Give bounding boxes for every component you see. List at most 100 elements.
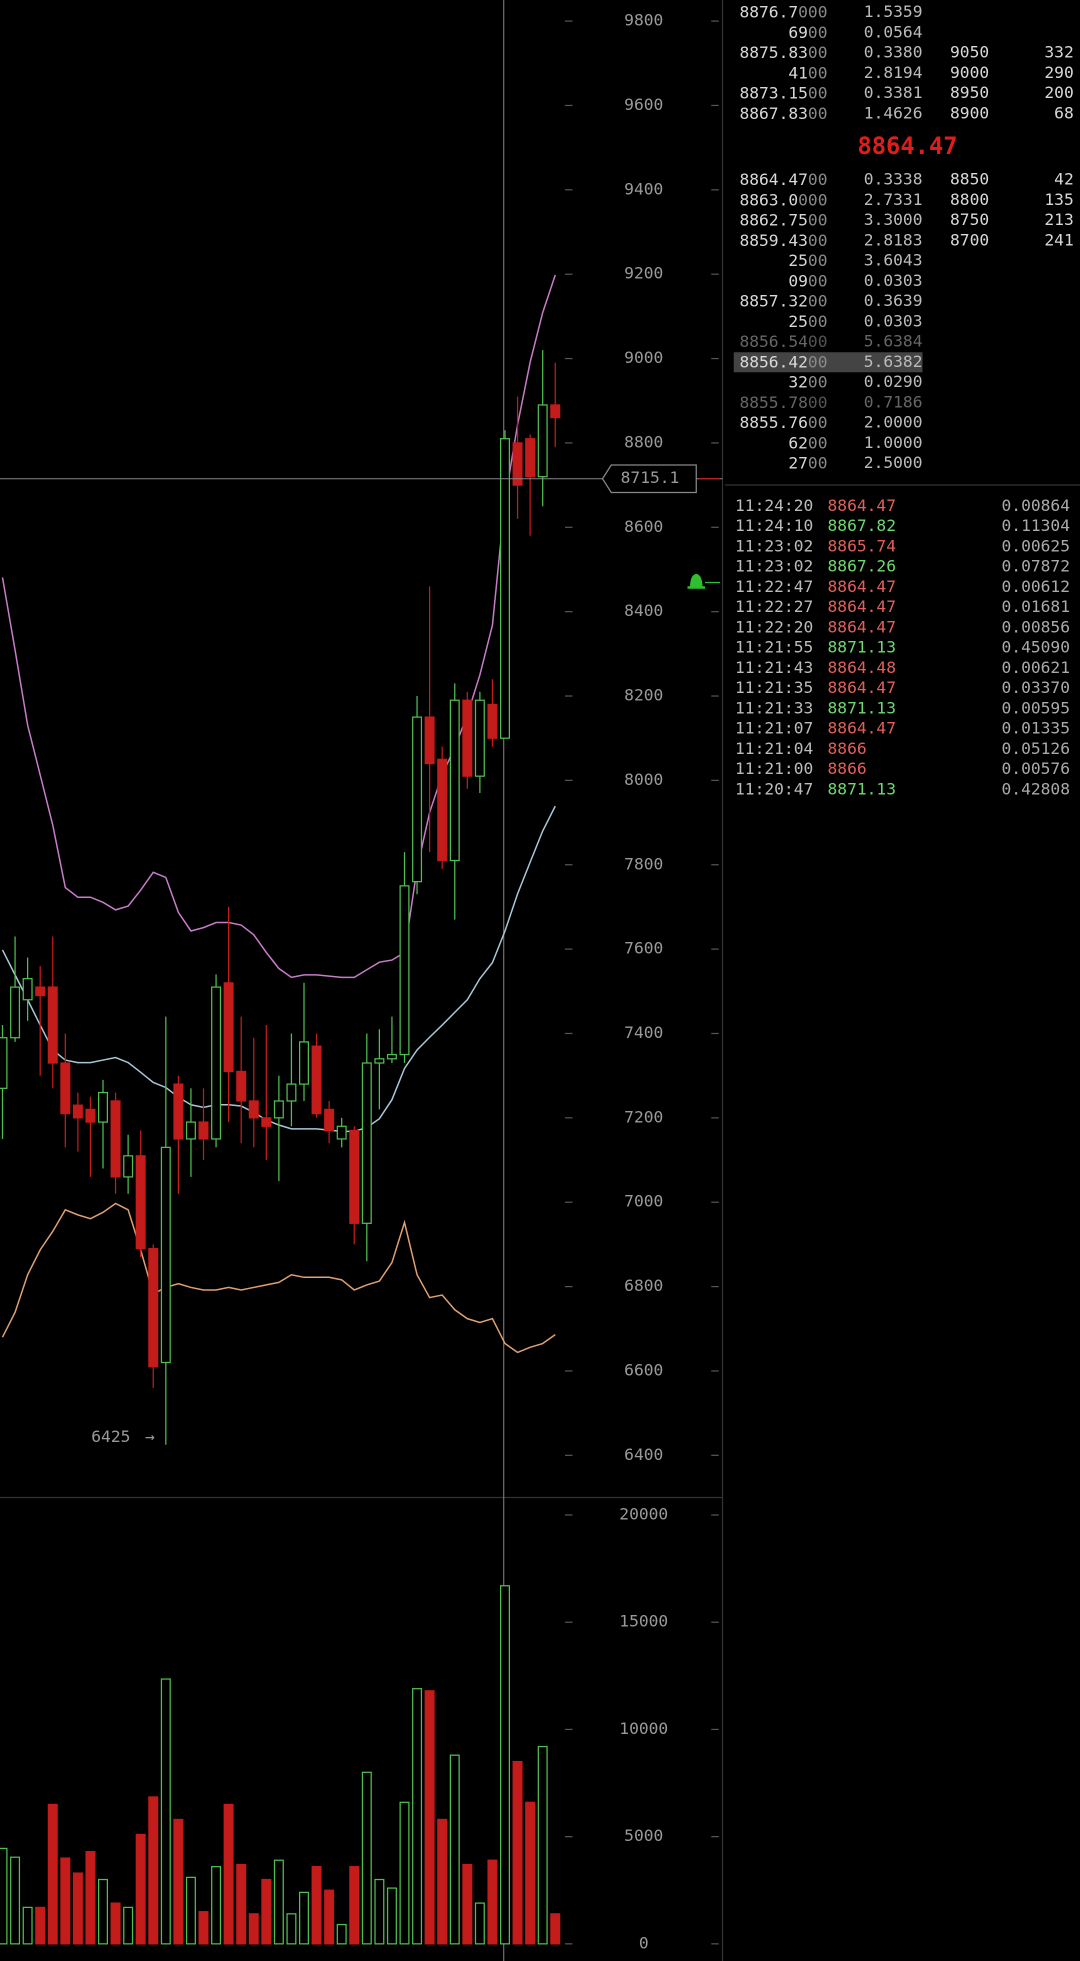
price-tail: 00	[808, 210, 828, 229]
y-tick-label: 9600	[624, 95, 663, 114]
trade-time: 11:24:10	[735, 516, 813, 535]
trade-amount: 0.03370	[1002, 678, 1070, 697]
volume-bar	[35, 1906, 46, 1945]
volume-bar	[525, 1801, 536, 1945]
trade-price: 8864.48	[828, 658, 896, 677]
level-count: 332	[1044, 43, 1073, 62]
candle-body	[512, 442, 523, 486]
trade-amount: 0.00595	[1002, 698, 1070, 717]
level-price: 8800	[950, 190, 989, 209]
book-amount: 5.6384	[864, 332, 923, 351]
volume-bar	[286, 1913, 297, 1945]
candle-body	[223, 982, 234, 1073]
price-chart: 6400 6600 6800 7000 7200 7400 7600 7800 8000 8200…	[0, 11, 723, 1464]
y-tick-label: 10000	[619, 1719, 668, 1738]
price-main: 8856.42	[739, 352, 807, 371]
candle-body	[47, 986, 58, 1064]
trade-time: 11:22:27	[735, 597, 813, 616]
book-amount: 0.3380	[864, 43, 923, 62]
y-tick-label: 7600	[624, 939, 663, 958]
book-amount: 3.3000	[864, 210, 923, 229]
y-tick-label: 15000	[619, 1612, 668, 1631]
level-price: 8900	[950, 103, 989, 122]
trade-amount: 0.00621	[1002, 658, 1070, 677]
volume-bar	[198, 1911, 209, 1945]
candle-body	[399, 885, 410, 1056]
book-price: 8876.7000	[739, 2, 827, 21]
volume-bar	[185, 1876, 196, 1945]
trade-amount: 0.05126	[1002, 739, 1070, 758]
book-price: 2500	[788, 251, 827, 270]
candle-body	[336, 1125, 347, 1140]
price-tail: 00	[808, 170, 828, 189]
price-main: 62	[788, 433, 808, 452]
trade-time: 11:23:02	[735, 557, 813, 576]
volume-bar	[211, 1866, 222, 1945]
price-main: 8867.83	[739, 103, 807, 122]
book-amount: 2.5000	[864, 453, 923, 472]
volume-bar	[160, 1678, 171, 1945]
book-amount: 1.5359	[864, 2, 923, 21]
volume-bar	[449, 1754, 460, 1945]
candle-body	[349, 1129, 360, 1224]
volume-bar	[424, 1690, 435, 1945]
candle-body	[424, 716, 435, 765]
book-price: 8873.1500	[739, 83, 827, 102]
level-count: 241	[1044, 230, 1073, 249]
y-tick-label: 9200	[624, 264, 663, 283]
book-amount: 0.3381	[864, 83, 923, 102]
trade-amount: 0.07872	[1002, 557, 1070, 576]
volume-bar	[361, 1771, 372, 1945]
trade-amount: 0.00576	[1002, 759, 1070, 778]
candle-body	[173, 1083, 184, 1140]
price-main: 8855.76	[739, 413, 807, 432]
y-tick-label: 9800	[624, 11, 663, 30]
price-main: 8859.43	[739, 230, 807, 249]
volume-bar	[22, 1906, 33, 1945]
book-price: 8857.3200	[739, 291, 827, 310]
volume-bar	[72, 1872, 83, 1945]
band-line	[1, 1202, 556, 1354]
trade-amount: 0.45090	[1002, 638, 1070, 657]
volume-bar	[98, 1878, 109, 1945]
trade-price: 8867.26	[828, 557, 896, 576]
volume-bar	[60, 1857, 71, 1945]
volume-bar	[550, 1913, 561, 1945]
trade-amount: 0.00612	[1002, 577, 1070, 596]
volume-bar	[462, 1863, 473, 1945]
price-tail: 000	[798, 2, 827, 21]
y-tick-label: 9400	[624, 179, 663, 198]
candle-body	[236, 1070, 247, 1102]
volume-bar	[223, 1803, 234, 1945]
price-main: 8876.7	[739, 2, 798, 21]
candle-body	[500, 438, 511, 739]
candle-body	[449, 699, 460, 862]
price-main: 8863.0	[739, 190, 798, 209]
price-main: 25	[788, 311, 808, 330]
book-price: 3200	[788, 372, 827, 391]
price-tail: 00	[808, 413, 828, 432]
trade-amount: 0.00856	[1002, 617, 1070, 636]
volume-bar	[537, 1745, 548, 1945]
trade-price: 8864.47	[828, 577, 896, 596]
book-amount: 3.6043	[864, 251, 923, 270]
y-tick-label: 9000	[624, 348, 663, 367]
y-tick-label: 7000	[624, 1192, 663, 1211]
price-tail: 000	[798, 190, 827, 209]
candle-body	[537, 404, 548, 478]
price-tail: 00	[808, 83, 828, 102]
candle-body	[462, 699, 473, 777]
volume-bar	[487, 1859, 498, 1945]
price-main: 8856.54	[739, 332, 807, 351]
candle-body	[487, 703, 498, 739]
trade-amount: 0.00625	[1002, 536, 1070, 555]
book-amount: 2.7331	[864, 190, 923, 209]
price-main: 8875.83	[739, 43, 807, 62]
volume-bar	[47, 1803, 58, 1945]
price-tail: 00	[808, 230, 828, 249]
volume-bar	[512, 1760, 523, 1945]
trade-time: 11:21:07	[735, 718, 813, 737]
trade-time: 11:24:20	[735, 496, 813, 515]
